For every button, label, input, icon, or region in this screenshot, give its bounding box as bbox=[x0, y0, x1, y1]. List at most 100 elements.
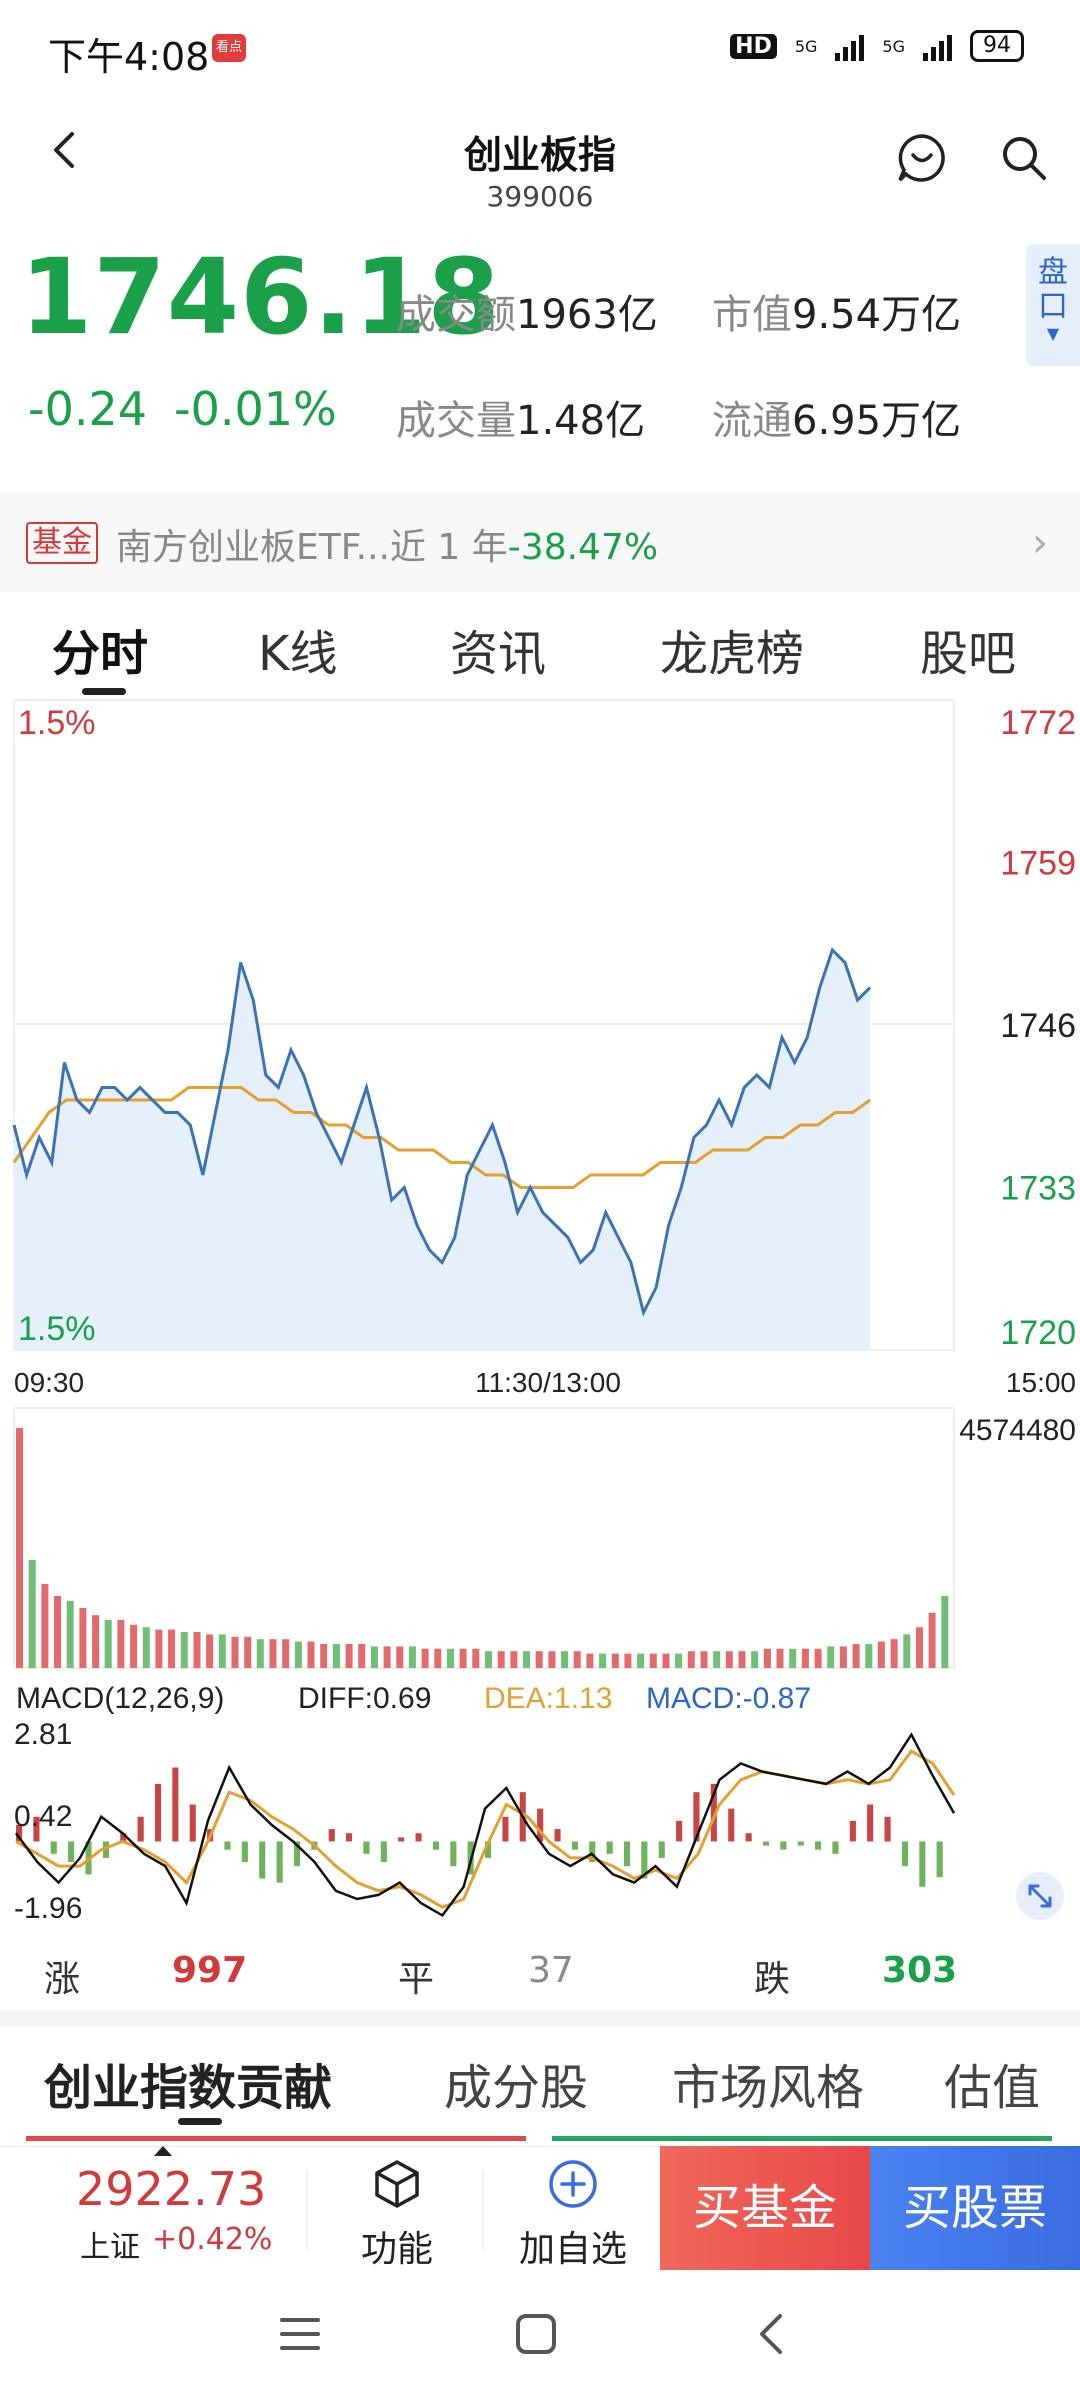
macd-hist-bar bbox=[815, 1841, 822, 1850]
macd-hist-bar bbox=[676, 1820, 683, 1842]
stat-value: 9.54万亿 bbox=[792, 292, 962, 338]
toolbar-divider bbox=[482, 2170, 484, 2250]
intraday-chart[interactable]: 1.5% 1.5% 1772 1759 1746 1733 1720 09:30 11:… bbox=[0, 696, 1080, 2016]
tab-news[interactable]: 资讯 bbox=[450, 626, 547, 682]
stat-float-cap: 流通6.95万亿 bbox=[712, 388, 961, 446]
status-time: 下午4:08 bbox=[48, 35, 210, 79]
volume-bar bbox=[814, 1648, 822, 1668]
add-watchlist-button[interactable]: 加自选 bbox=[508, 2158, 638, 2272]
macd-hist-bar bbox=[710, 1783, 717, 1842]
macd-hist-bar bbox=[259, 1841, 266, 1879]
signal-icon-2 bbox=[923, 31, 952, 61]
tab-valuation[interactable]: 估值 bbox=[944, 2060, 1041, 2116]
volume-bar bbox=[573, 1651, 581, 1668]
volume-bar bbox=[751, 1651, 759, 1668]
tab-kline[interactable]: K线 bbox=[258, 626, 338, 682]
battery-icon: 94 bbox=[970, 30, 1024, 62]
macd-tick-mid: 0.42 bbox=[14, 1800, 72, 1833]
tab-forum[interactable]: 股吧 bbox=[920, 626, 1017, 682]
volume-bar bbox=[434, 1648, 442, 1668]
macd-hist-bar bbox=[849, 1820, 856, 1842]
macd-hist-bar bbox=[16, 1825, 23, 1842]
volume-bar bbox=[725, 1651, 733, 1668]
average-price-line bbox=[12, 1086, 872, 1189]
tab-indicator bbox=[82, 688, 126, 695]
volume-bar bbox=[865, 1644, 873, 1668]
volume-bar bbox=[117, 1620, 125, 1668]
back-icon[interactable] bbox=[46, 130, 86, 170]
hd-icon: HD bbox=[730, 33, 777, 59]
sh-index-label: 上证 bbox=[80, 2230, 140, 2265]
app-notification-icon: 看点 bbox=[212, 34, 246, 62]
function-label: 功能 bbox=[360, 2229, 433, 2270]
volume-bar bbox=[903, 1634, 911, 1668]
chevron-right-icon[interactable]: › bbox=[1032, 520, 1048, 566]
volume-bar bbox=[789, 1648, 797, 1668]
buy-stock-button[interactable]: 买股票 bbox=[870, 2146, 1080, 2270]
fund-text[interactable]: 南方创业板ETF...近 1 年-38.47% bbox=[116, 518, 658, 570]
macd-hist-bar bbox=[120, 1833, 127, 1842]
volume-bar bbox=[941, 1596, 949, 1668]
tab-market-style[interactable]: 市场风格 bbox=[672, 2060, 865, 2116]
tab-dragon-tiger[interactable]: 龙虎榜 bbox=[660, 626, 805, 682]
stat-value: 1963亿 bbox=[516, 292, 658, 338]
macd-hist-bar bbox=[780, 1841, 787, 1850]
volume-bar bbox=[307, 1641, 315, 1668]
volume-bar bbox=[738, 1651, 746, 1668]
volume-bar bbox=[168, 1629, 176, 1668]
pankou-label: 盘口 bbox=[1038, 255, 1068, 324]
down-count-label: 跌 bbox=[754, 1959, 791, 2000]
volume-bar bbox=[561, 1651, 569, 1668]
macd-hist-bar bbox=[293, 1841, 300, 1867]
volume-bar bbox=[611, 1653, 619, 1668]
expand-icon[interactable] bbox=[1016, 1872, 1064, 1920]
volume-bar bbox=[713, 1651, 721, 1668]
pct-bottom-label: 1.5% bbox=[18, 1310, 96, 1348]
volume-bar bbox=[383, 1646, 391, 1668]
function-button[interactable]: 功能 bbox=[332, 2158, 462, 2272]
cube-icon bbox=[375, 2160, 419, 2208]
macd-hist-bar bbox=[884, 1816, 891, 1842]
sh-index-price[interactable]: 2922.73 bbox=[76, 2162, 267, 2216]
volume-bar bbox=[586, 1653, 594, 1668]
macd-hist-bar bbox=[867, 1804, 874, 1842]
stat-market-cap: 市值9.54万亿 bbox=[712, 282, 961, 340]
volume-bar bbox=[459, 1648, 467, 1668]
macd-hist-bar bbox=[155, 1783, 162, 1842]
volume-bar bbox=[928, 1612, 936, 1668]
volume-bar bbox=[421, 1648, 429, 1668]
fund-banner[interactable] bbox=[0, 492, 1080, 592]
tab-intraday[interactable]: 分时 bbox=[52, 626, 149, 682]
back-nav-icon[interactable] bbox=[756, 2312, 786, 2356]
time-tick-open: 09:30 bbox=[14, 1367, 84, 1398]
chat-icon[interactable] bbox=[896, 132, 948, 184]
volume-bar bbox=[206, 1634, 214, 1668]
macd-hist-bar bbox=[224, 1841, 231, 1850]
buy-fund-button[interactable]: 买基金 bbox=[660, 2146, 870, 2270]
volume-max-label: 4574480 bbox=[959, 1414, 1076, 1447]
price-tick-label: 1733 bbox=[1000, 1170, 1076, 1208]
macd-hist-bar bbox=[658, 1841, 665, 1858]
pankou-button[interactable]: 盘口 ▼ bbox=[1026, 244, 1080, 366]
macd-hist-bar bbox=[33, 1816, 40, 1842]
volume-bar bbox=[408, 1646, 416, 1668]
volume-bar bbox=[218, 1634, 226, 1668]
tab-index-contribution[interactable]: 创业指数贡献 bbox=[44, 2060, 333, 2116]
stat-label: 成交量 bbox=[396, 398, 516, 444]
tab-constituents[interactable]: 成分股 bbox=[444, 2060, 589, 2116]
volume-bar bbox=[231, 1636, 239, 1668]
home-icon[interactable] bbox=[514, 2312, 558, 2356]
volume-bar bbox=[801, 1648, 809, 1668]
macd-hist-bar bbox=[901, 1841, 908, 1867]
macd-title: MACD(12,26,9) bbox=[16, 1682, 224, 1715]
macd-hist-bar bbox=[936, 1841, 943, 1878]
search-icon[interactable] bbox=[1000, 134, 1048, 182]
macd-hist-bar bbox=[346, 1833, 353, 1842]
menu-icon[interactable] bbox=[278, 2314, 322, 2354]
volume-bar bbox=[485, 1651, 492, 1668]
status-bar: 下午4:08 看点 HD 5G 5G 94 bbox=[0, 0, 1080, 100]
volume-bar bbox=[256, 1639, 264, 1668]
volume-bar bbox=[130, 1624, 138, 1668]
macd-hist-bar bbox=[762, 1841, 769, 1846]
lower-tab-indicator bbox=[178, 2118, 222, 2125]
